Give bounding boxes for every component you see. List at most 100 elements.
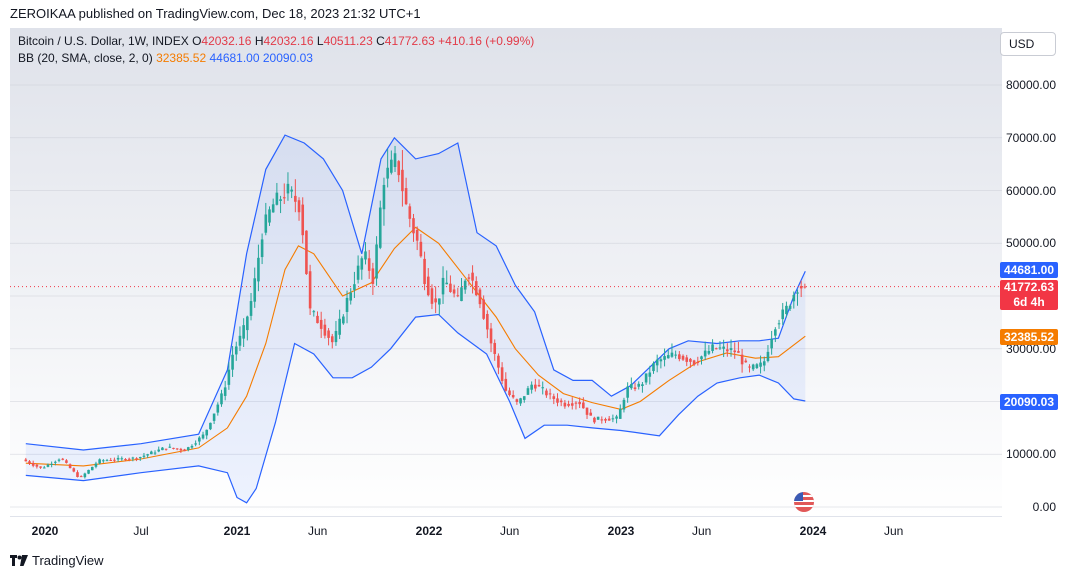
- bollinger-upper-band: [25, 134, 806, 451]
- candle-body: [670, 352, 674, 357]
- candle-body: [220, 393, 223, 405]
- candle-body: [781, 309, 785, 320]
- candle-body: [463, 280, 467, 290]
- candle-body: [231, 354, 234, 370]
- price-axis-tick-label: 30000.00: [1005, 341, 1056, 356]
- candle-body: [364, 251, 367, 260]
- bb-legend-row: BB (20, SMA, close, 2, 0) 32385.52 44681…: [18, 50, 534, 67]
- candle-body: [157, 449, 161, 452]
- candle-body: [755, 364, 759, 369]
- candle-body: [342, 316, 345, 324]
- candle-body: [290, 189, 293, 192]
- low-label: L: [316, 34, 324, 48]
- bb-title: BB (20, SMA, close, 2, 0): [18, 51, 153, 65]
- time-axis[interactable]: 2020 Jul 2021 Jun 2022 Jun 2023 Jun 2024 Jun: [10, 516, 1002, 545]
- candle-body: [681, 355, 685, 360]
- candle-body: [504, 378, 508, 391]
- price-chart: [10, 84, 1002, 508]
- candle-body: [707, 350, 711, 354]
- candle-body: [552, 396, 556, 399]
- candle-body: [186, 447, 190, 450]
- time-axis-tick-label: 2020: [31, 524, 59, 538]
- candle-body: [312, 311, 316, 313]
- brand-name: TradingView: [32, 553, 104, 568]
- candle-body: [604, 418, 607, 421]
- candle-body: [150, 451, 153, 455]
- candle-body: [703, 350, 707, 357]
- candle-body: [127, 458, 131, 460]
- close-value: 41772.63: [384, 34, 435, 48]
- candle-body: [105, 460, 109, 462]
- candle-body: [238, 335, 242, 346]
- candle-body: [201, 434, 205, 439]
- candle-body: [57, 459, 61, 461]
- candle-body: [589, 412, 593, 416]
- candle-body: [770, 339, 773, 349]
- candle-body: [50, 463, 53, 465]
- candle-body: [456, 295, 460, 297]
- candle-body: [762, 361, 766, 366]
- candle-body: [401, 169, 404, 192]
- bb-upper-value: 44681.00: [209, 51, 260, 65]
- candle-body: [478, 289, 482, 305]
- candle-body: [530, 384, 533, 390]
- tradingview-brand[interactable]: TradingView: [10, 553, 104, 568]
- bar-countdown: 6d 4h: [1013, 295, 1045, 309]
- candle-body: [24, 459, 28, 462]
- candle-body: [714, 348, 718, 350]
- candle-body: [744, 360, 748, 363]
- candle-body: [423, 258, 426, 285]
- candle-body: [161, 447, 164, 451]
- price-axis-tick-label: 70000.00: [1005, 130, 1056, 145]
- time-axis-tick-label: Jun: [307, 524, 328, 538]
- candle-body: [644, 373, 648, 383]
- candle-body: [600, 419, 604, 421]
- lower-band-price-label: 20090.03: [1000, 394, 1058, 410]
- candle-body: [94, 463, 98, 467]
- candle-body: [766, 351, 770, 362]
- last-price-label: 41772.63 6d 4h: [1000, 280, 1058, 310]
- candle-body: [138, 457, 142, 459]
- candle-body: [611, 418, 615, 420]
- candle-body: [382, 184, 386, 210]
- candle-body: [345, 297, 349, 312]
- candle-body: [227, 369, 231, 385]
- candle-body: [212, 413, 216, 421]
- candle-body: [175, 448, 179, 450]
- candle-body: [497, 355, 500, 368]
- change-value: +410.16 (+0.99%): [438, 34, 535, 48]
- last-price-value: 41772.63: [1003, 280, 1055, 294]
- candle-body: [438, 298, 441, 305]
- candle-body: [641, 384, 644, 386]
- time-axis-tick-label: Jun: [499, 524, 520, 538]
- candle-body: [109, 460, 113, 462]
- chart-plot-area[interactable]: Bitcoin / U.S. Dollar, 1W, INDEX O42032.…: [10, 28, 1002, 516]
- us-flag-icon[interactable]: [794, 492, 814, 512]
- candle-body: [349, 292, 353, 301]
- candle-body: [482, 299, 485, 319]
- candle-body: [275, 192, 279, 205]
- candle-body: [194, 443, 197, 445]
- currency-button[interactable]: USD: [1000, 32, 1056, 56]
- candle-body: [563, 402, 567, 407]
- candle-body: [98, 459, 101, 464]
- candle-body: [622, 399, 626, 410]
- candle-body: [386, 167, 389, 179]
- candle-body: [674, 354, 677, 356]
- candle-body: [279, 199, 282, 201]
- candle-body: [419, 241, 423, 257]
- candle-body: [788, 305, 792, 309]
- candle-body: [630, 384, 633, 389]
- candle-body: [759, 362, 762, 367]
- candle-body: [593, 417, 596, 423]
- candle-body: [607, 418, 611, 421]
- candle-body: [559, 400, 563, 403]
- candle-body: [426, 276, 430, 296]
- candle-body: [334, 330, 338, 343]
- price-axis-tick-label: 0.00: [1032, 500, 1056, 514]
- candle-body: [253, 278, 257, 302]
- candle-body: [397, 161, 401, 176]
- candle-body: [205, 429, 209, 436]
- candle-body: [471, 272, 474, 281]
- candle-body: [65, 460, 68, 463]
